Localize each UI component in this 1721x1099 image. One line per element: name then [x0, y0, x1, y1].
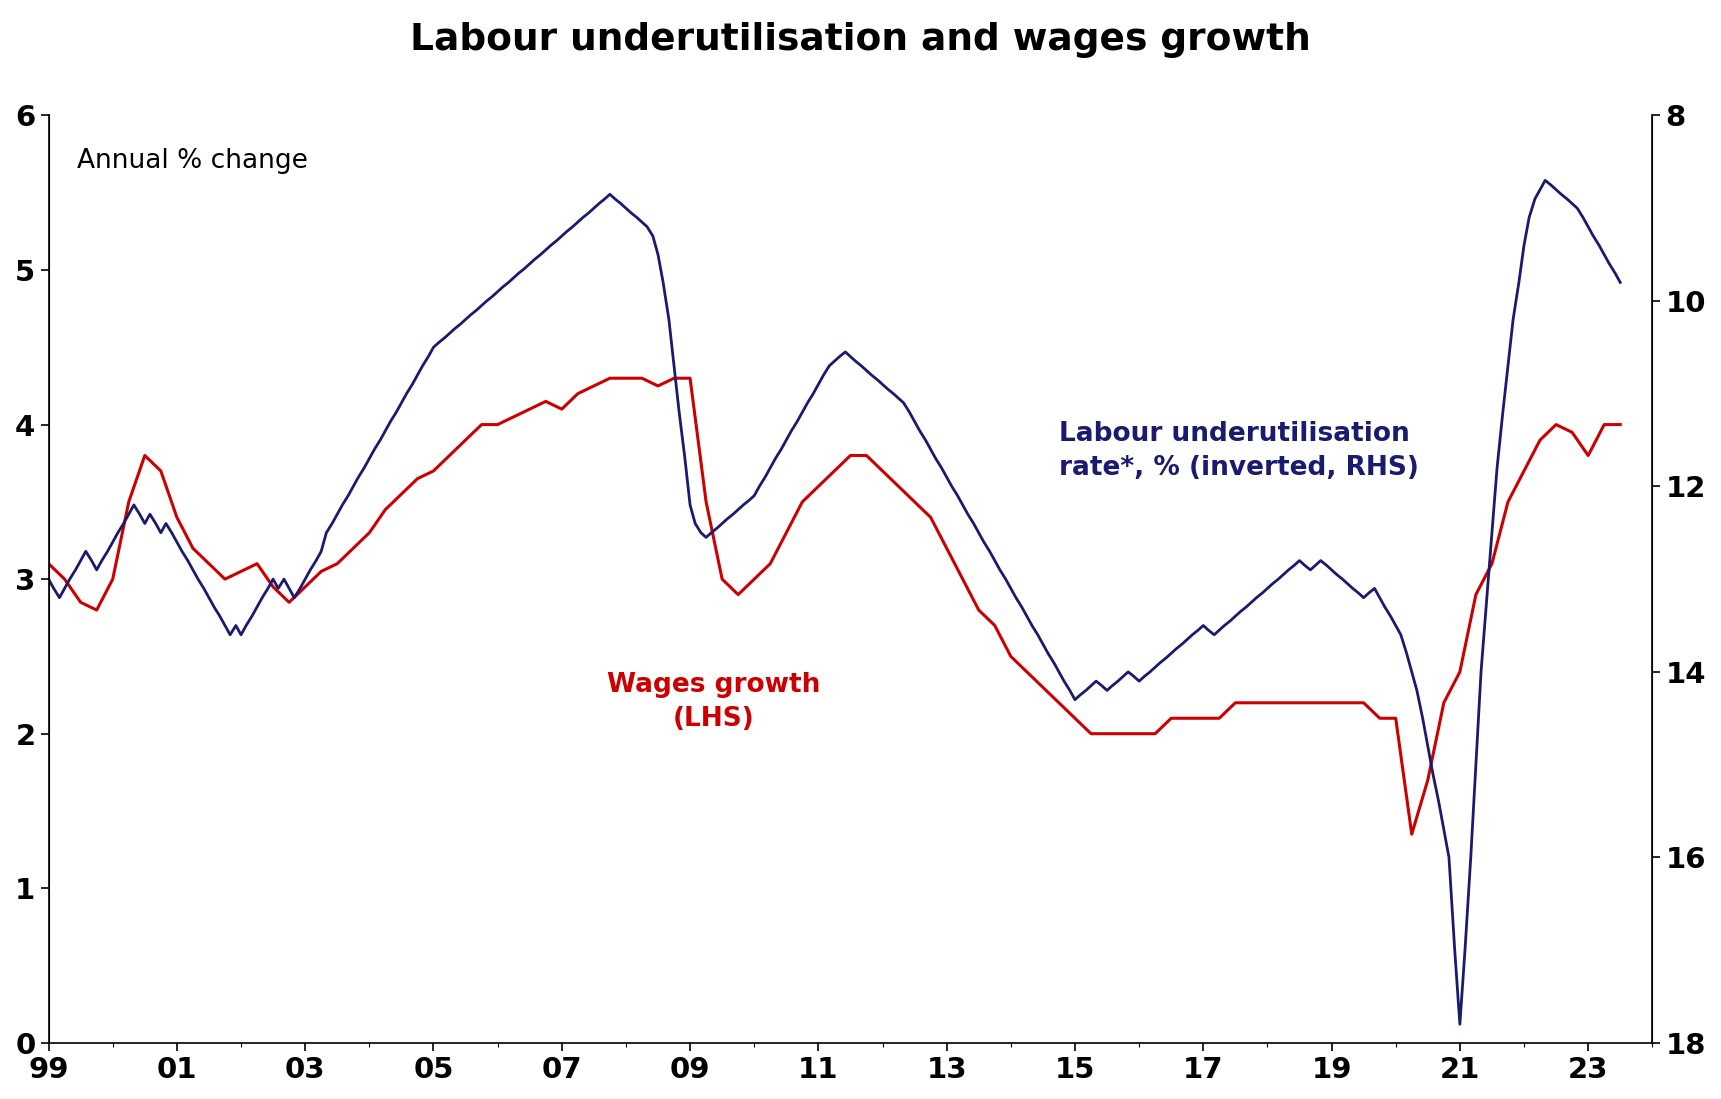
Text: Labour underutilisation and wages growth: Labour underutilisation and wages growth [410, 22, 1311, 58]
Text: Labour underutilisation
rate*, % (inverted, RHS): Labour underutilisation rate*, % (invert… [1058, 422, 1418, 481]
Text: Wages growth
(LHS): Wages growth (LHS) [608, 671, 821, 732]
Text: Annual % change: Annual % change [77, 148, 308, 174]
